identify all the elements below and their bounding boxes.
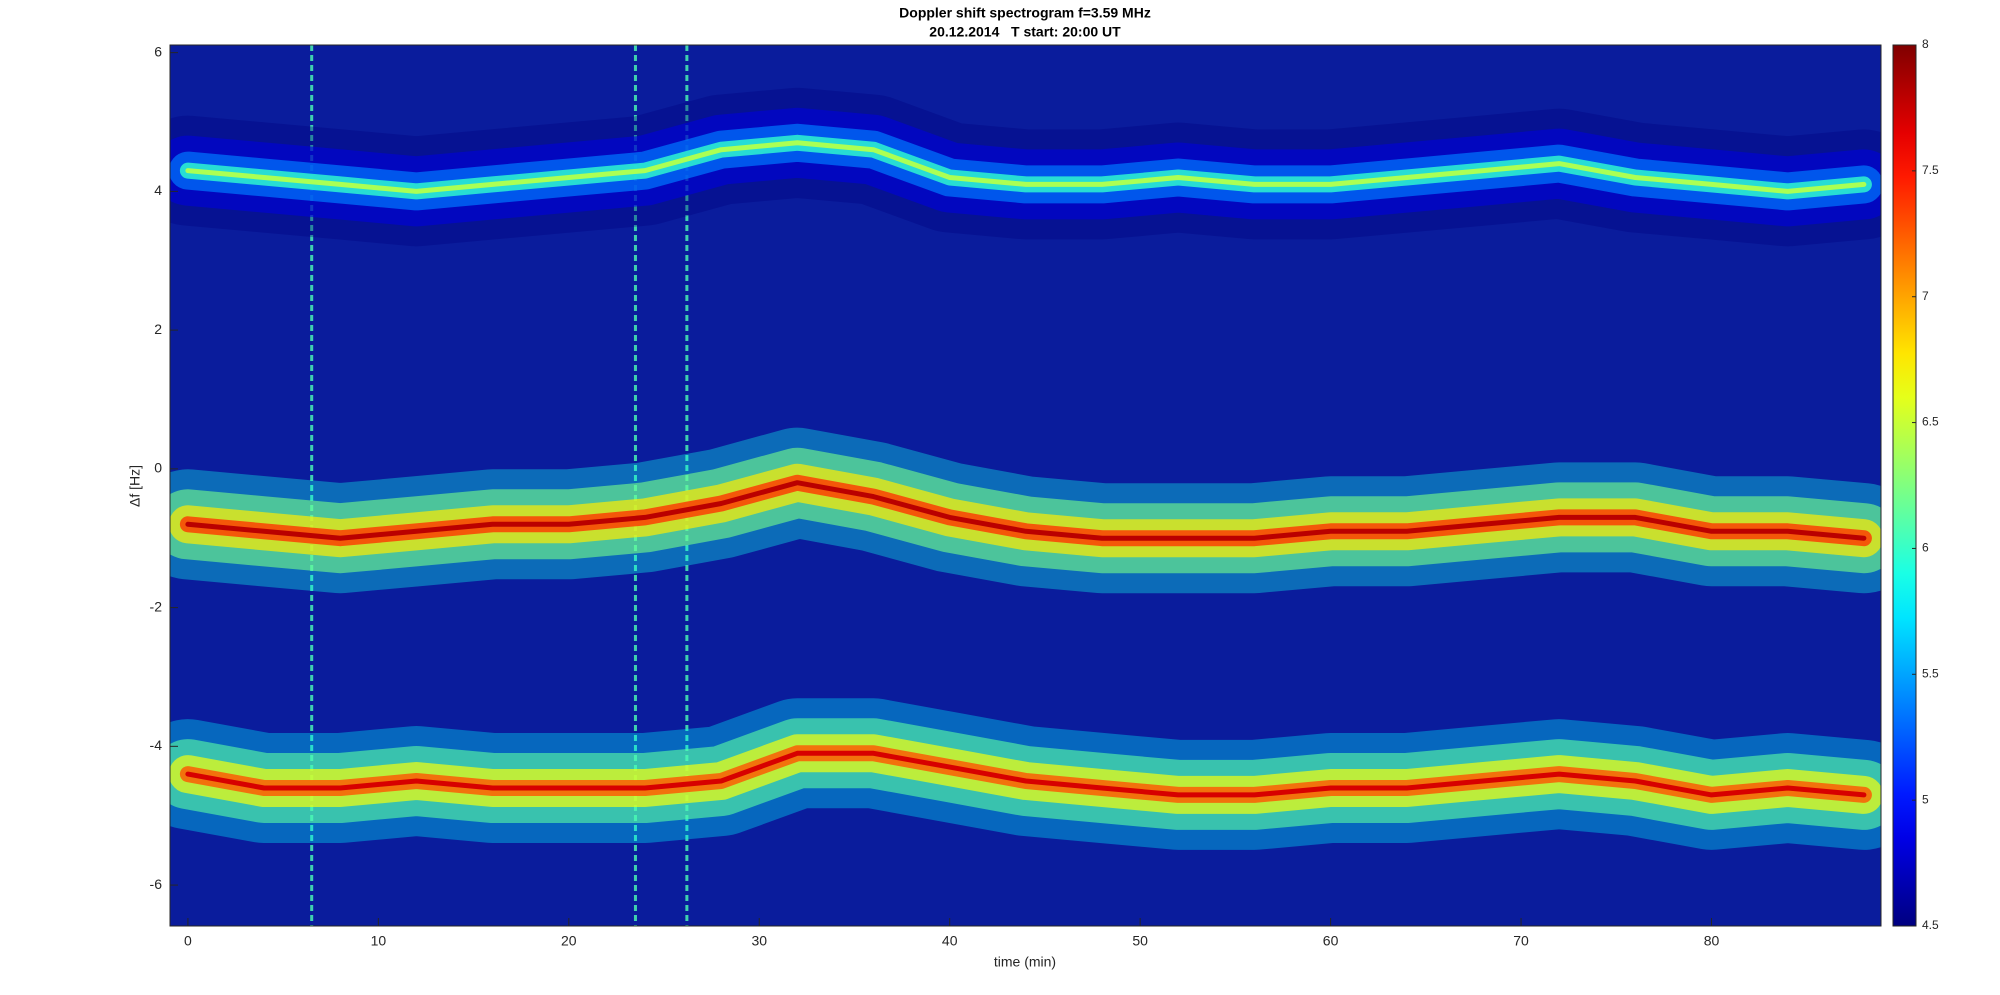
y-tick-label: 4 bbox=[154, 182, 162, 198]
x-tick-label: 30 bbox=[751, 933, 767, 949]
colorbar bbox=[1892, 44, 1917, 927]
x-tick-label: 50 bbox=[1132, 933, 1148, 949]
colorbar-tick-label: 5.5 bbox=[1922, 666, 1939, 680]
x-tick-label: 60 bbox=[1323, 933, 1339, 949]
colorbar-tick-label: 4.5 bbox=[1922, 918, 1939, 932]
colorbar-tick-label: 5 bbox=[1922, 792, 1929, 806]
colorbar-tick-label: 8 bbox=[1922, 37, 1929, 51]
y-tick-label: 6 bbox=[154, 43, 162, 59]
y-axis-label: Δf [Hz] bbox=[127, 465, 143, 507]
y-tick-label: -2 bbox=[150, 598, 163, 614]
plot-area bbox=[170, 45, 1881, 926]
chart-subtitle: 20.12.2014 T start: 20:00 UT bbox=[929, 24, 1121, 40]
axes-box bbox=[169, 44, 1882, 927]
trace-ridge bbox=[185, 750, 1867, 798]
x-tick-label: 80 bbox=[1704, 933, 1720, 949]
x-tick-label: 10 bbox=[371, 933, 387, 949]
y-tick-label: 2 bbox=[154, 321, 162, 337]
x-tick-label: 0 bbox=[184, 933, 192, 949]
colorbar-tick-label: 7.5 bbox=[1922, 163, 1939, 177]
x-tick-label: 20 bbox=[561, 933, 577, 949]
x-axis-label: time (min) bbox=[994, 954, 1056, 970]
colorbar-tick-label: 6.5 bbox=[1922, 415, 1939, 429]
colorbar-tick-label: 6 bbox=[1922, 541, 1929, 555]
trace-ridge bbox=[185, 480, 1867, 541]
y-tick-label: -4 bbox=[150, 737, 163, 753]
x-tick-label: 40 bbox=[942, 933, 958, 949]
y-tick-label: 0 bbox=[154, 460, 162, 476]
x-tick-label: 70 bbox=[1513, 933, 1529, 949]
trace-ridge bbox=[185, 140, 1867, 194]
colorbar-tick-label: 7 bbox=[1922, 289, 1929, 303]
chart-title: Doppler shift spectrogram f=3.59 MHz bbox=[899, 5, 1151, 21]
y-tick-label: -6 bbox=[150, 876, 163, 892]
